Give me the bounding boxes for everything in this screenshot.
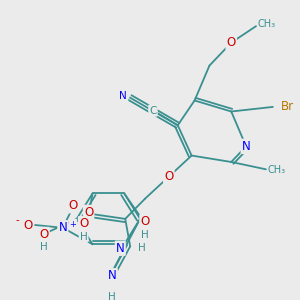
Text: N: N [119, 91, 127, 101]
Text: H: H [80, 232, 88, 242]
Text: O: O [68, 199, 77, 212]
Text: O: O [23, 218, 33, 232]
Text: O: O [226, 36, 236, 49]
Text: C: C [149, 106, 157, 116]
Text: Br: Br [281, 100, 294, 113]
Text: CH₃: CH₃ [258, 19, 276, 29]
Text: O: O [84, 206, 93, 219]
Text: N: N [58, 221, 67, 234]
Text: O: O [164, 170, 173, 183]
Text: O: O [140, 215, 150, 228]
Text: H: H [138, 243, 146, 253]
Text: N: N [242, 140, 250, 153]
Text: +: + [69, 220, 76, 229]
Text: N: N [108, 269, 117, 282]
Text: H: H [141, 230, 149, 240]
Text: H: H [109, 292, 116, 300]
Text: O: O [79, 217, 88, 230]
Text: -: - [15, 215, 19, 225]
Text: H: H [40, 242, 48, 252]
Text: O: O [39, 228, 49, 241]
Text: CH₃: CH₃ [268, 165, 286, 175]
Text: N: N [116, 242, 125, 255]
